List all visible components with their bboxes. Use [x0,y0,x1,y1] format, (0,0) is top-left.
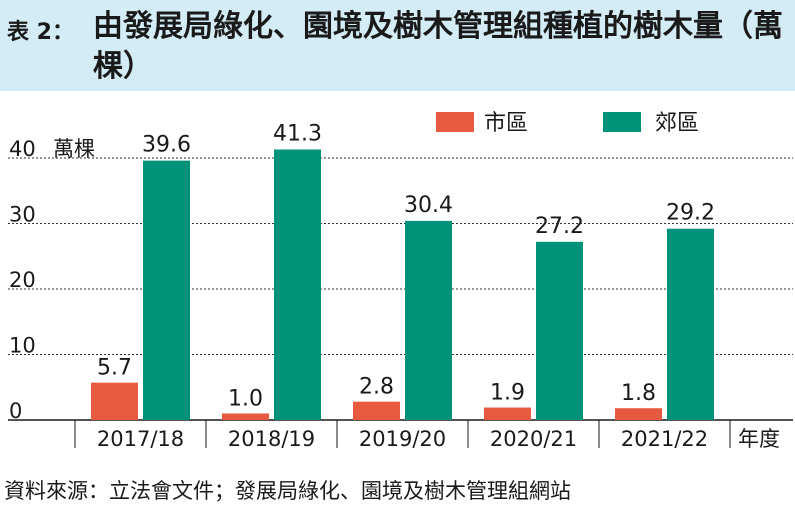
x-tick-label: 2017/18 [97,427,184,451]
data-label-urban: 2.8 [359,375,394,400]
x-tick-label: 2018/19 [228,427,315,451]
x-tick-label: 2019/20 [359,427,446,451]
data-label-suburban: 27.2 [535,214,584,239]
legend-label-urban: 市區 [484,111,528,136]
chart-area: 0 10 20 30 40 萬棵 5.7 39.6 2017/18 1.0 41.3 2018/19 2… [0,91,795,469]
bar-urban [615,408,662,420]
y-tick-label: 40 [9,137,36,161]
bar-suburban [667,228,714,420]
data-label-suburban: 30.4 [404,193,453,218]
y-tick-label: 10 [9,334,36,358]
y-tick-label: 20 [9,268,36,292]
bar-urban [222,413,269,420]
bar-urban [91,382,138,420]
bar-suburban [536,241,583,420]
y-tick-label: 30 [9,203,36,227]
bar-suburban [274,149,321,421]
legend-swatch-urban [436,112,474,132]
data-label-suburban: 39.6 [142,133,191,158]
legend-swatch-suburban [603,112,641,132]
legend-label-suburban: 郊區 [655,111,699,136]
data-label-urban: 5.7 [97,356,132,381]
bar-urban [353,401,400,420]
data-label-urban: 1.0 [228,386,263,411]
title-banner: 表 2： 由發展局綠化、園境及樹木管理組種植的樹木量（萬棵） [0,0,795,91]
data-label-urban: 1.8 [621,381,656,406]
bar-urban [484,407,531,420]
chart-title: 由發展局綠化、園境及樹木管理組種植的樹木量（萬棵） [93,9,783,84]
x-tick-label: 2021/22 [621,427,708,451]
source-note: 資料來源：立法會文件；發展局綠化、園境及樹木管理組網站 [4,479,571,503]
table-label: 表 2： [7,20,74,45]
x-axis-label: 年度 [738,427,780,451]
bar-suburban [143,160,190,420]
data-label-suburban: 41.3 [273,121,322,146]
bar-suburban [405,220,452,420]
y-axis-label: 萬棵 [53,137,95,161]
x-tick-label: 2020/21 [490,427,577,451]
bar-chart: 0 10 20 30 40 萬棵 5.7 39.6 2017/18 1.0 41.3 2018/19 2… [8,111,793,451]
data-label-urban: 1.9 [490,381,525,406]
data-label-suburban: 29.2 [666,201,715,226]
y-tick-label: 0 [9,399,22,423]
